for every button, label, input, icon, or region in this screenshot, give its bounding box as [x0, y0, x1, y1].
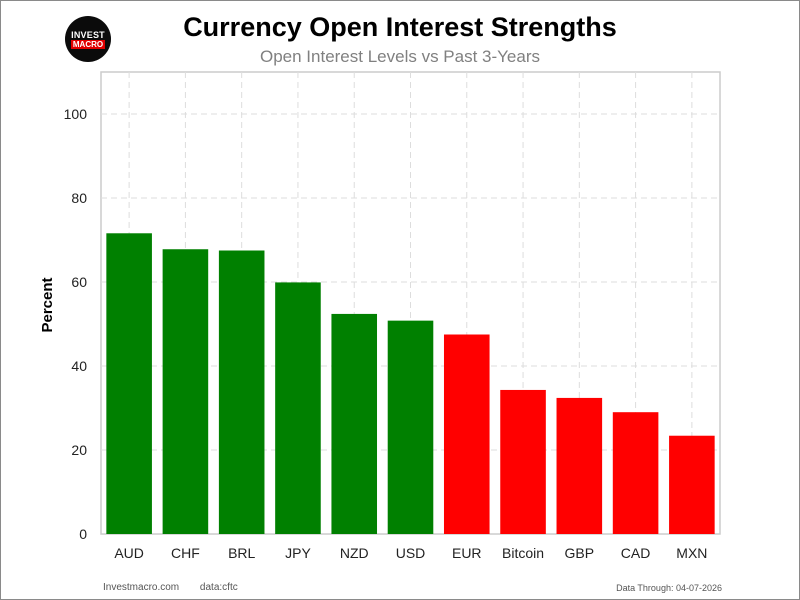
footer-source: data:cftc — [199, 582, 238, 593]
x-tick-label: CHF — [171, 545, 200, 561]
bar-aud — [106, 233, 152, 534]
bar-chf — [162, 249, 209, 535]
bar-eur — [443, 334, 490, 534]
axis-layer: 0 20 40 60 80 100 AUD CHF BRL JPY NZD USD EUR Bitcoin… — [64, 106, 708, 561]
x-tick-label: BRL — [228, 545, 255, 561]
bar-cad — [612, 412, 659, 534]
bar-bitcoin — [500, 389, 546, 534]
x-tick-label: EUR — [452, 545, 482, 561]
bar-layer — [106, 233, 715, 535]
y-tick-label: 80 — [71, 190, 87, 206]
logo-text-invest: INVEST — [71, 29, 105, 40]
bar-jpy — [275, 282, 321, 534]
y-tick-label: 60 — [71, 274, 87, 290]
x-tick-label: MXN — [676, 545, 707, 561]
chart-subtitle: Open Interest Levels vs Past 3-Years — [259, 47, 541, 66]
chart-title: Currency Open Interest Strengths — [183, 12, 617, 42]
bar-nzd — [331, 313, 378, 534]
y-tick-label: 40 — [71, 358, 87, 374]
x-tick-label: NZD — [340, 545, 369, 561]
x-tick-label: Bitcoin — [502, 545, 544, 561]
footer-site: Investmacro.com — [103, 582, 180, 593]
bar-usd — [387, 320, 434, 534]
y-tick-label: 20 — [71, 442, 87, 458]
logo-text-macro: MACRO — [70, 39, 106, 49]
x-tick-label: GBP — [565, 545, 595, 561]
bar-mxn — [669, 435, 715, 534]
footer-data-through: Data Through: 04-07-2026 — [616, 583, 722, 593]
x-tick-label: JPY — [285, 545, 311, 561]
y-axis-label: Percent — [39, 277, 56, 332]
bar-brl — [218, 250, 265, 534]
x-tick-label: AUD — [114, 545, 144, 561]
bar-gbp — [556, 397, 603, 534]
y-tick-label: 0 — [79, 526, 87, 542]
investmacro-logo: INVEST MACRO — [65, 16, 111, 62]
x-tick-label: USD — [396, 545, 426, 561]
footer-left: Investmacro.com data:cftc — [103, 582, 256, 593]
y-tick-label: 100 — [64, 106, 88, 122]
x-tick-label: CAD — [621, 545, 651, 561]
